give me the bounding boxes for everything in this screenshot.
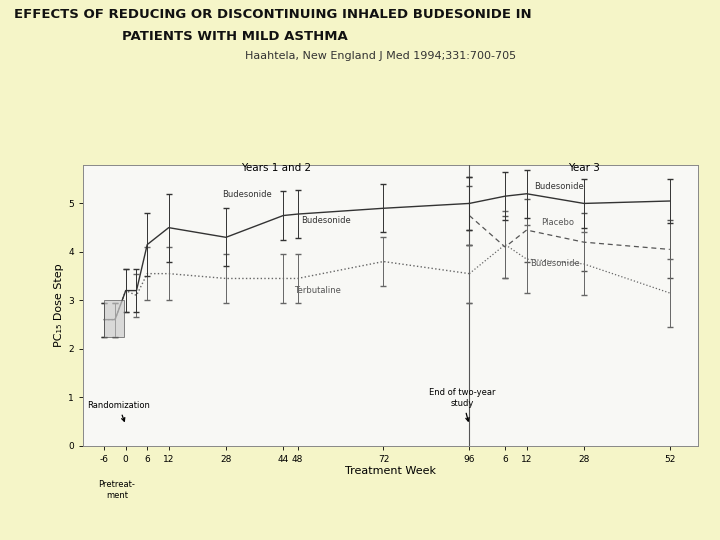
Text: Budesonide: Budesonide (530, 259, 580, 268)
Y-axis label: PC₁₅ Dose Step: PC₁₅ Dose Step (54, 264, 64, 347)
X-axis label: Treatment Week: Treatment Week (345, 467, 436, 476)
Text: PATIENTS WITH MILD ASTHMA: PATIENTS WITH MILD ASTHMA (122, 30, 348, 43)
Text: Budesonide: Budesonide (534, 182, 583, 191)
Text: EFFECTS OF REDUCING OR DISCONTINUING INHALED BUDESONIDE IN: EFFECTS OF REDUCING OR DISCONTINUING INH… (14, 8, 532, 21)
Text: Haahtela, New England J Med 1994;331:700-705: Haahtela, New England J Med 1994;331:700… (245, 51, 516, 62)
Text: Randomization: Randomization (87, 401, 150, 421)
Bar (104, 300, 124, 336)
Text: Budesonide: Budesonide (222, 190, 272, 199)
Text: Terbutaline: Terbutaline (294, 286, 341, 295)
Text: Year 3: Year 3 (568, 164, 600, 173)
Text: End of two-year
study: End of two-year study (429, 388, 495, 421)
Text: Pretreat-
ment: Pretreat- ment (99, 481, 135, 500)
Text: Placebo: Placebo (541, 218, 574, 227)
Text: Years 1 and 2: Years 1 and 2 (241, 164, 311, 173)
Text: Budesonide: Budesonide (301, 216, 351, 225)
